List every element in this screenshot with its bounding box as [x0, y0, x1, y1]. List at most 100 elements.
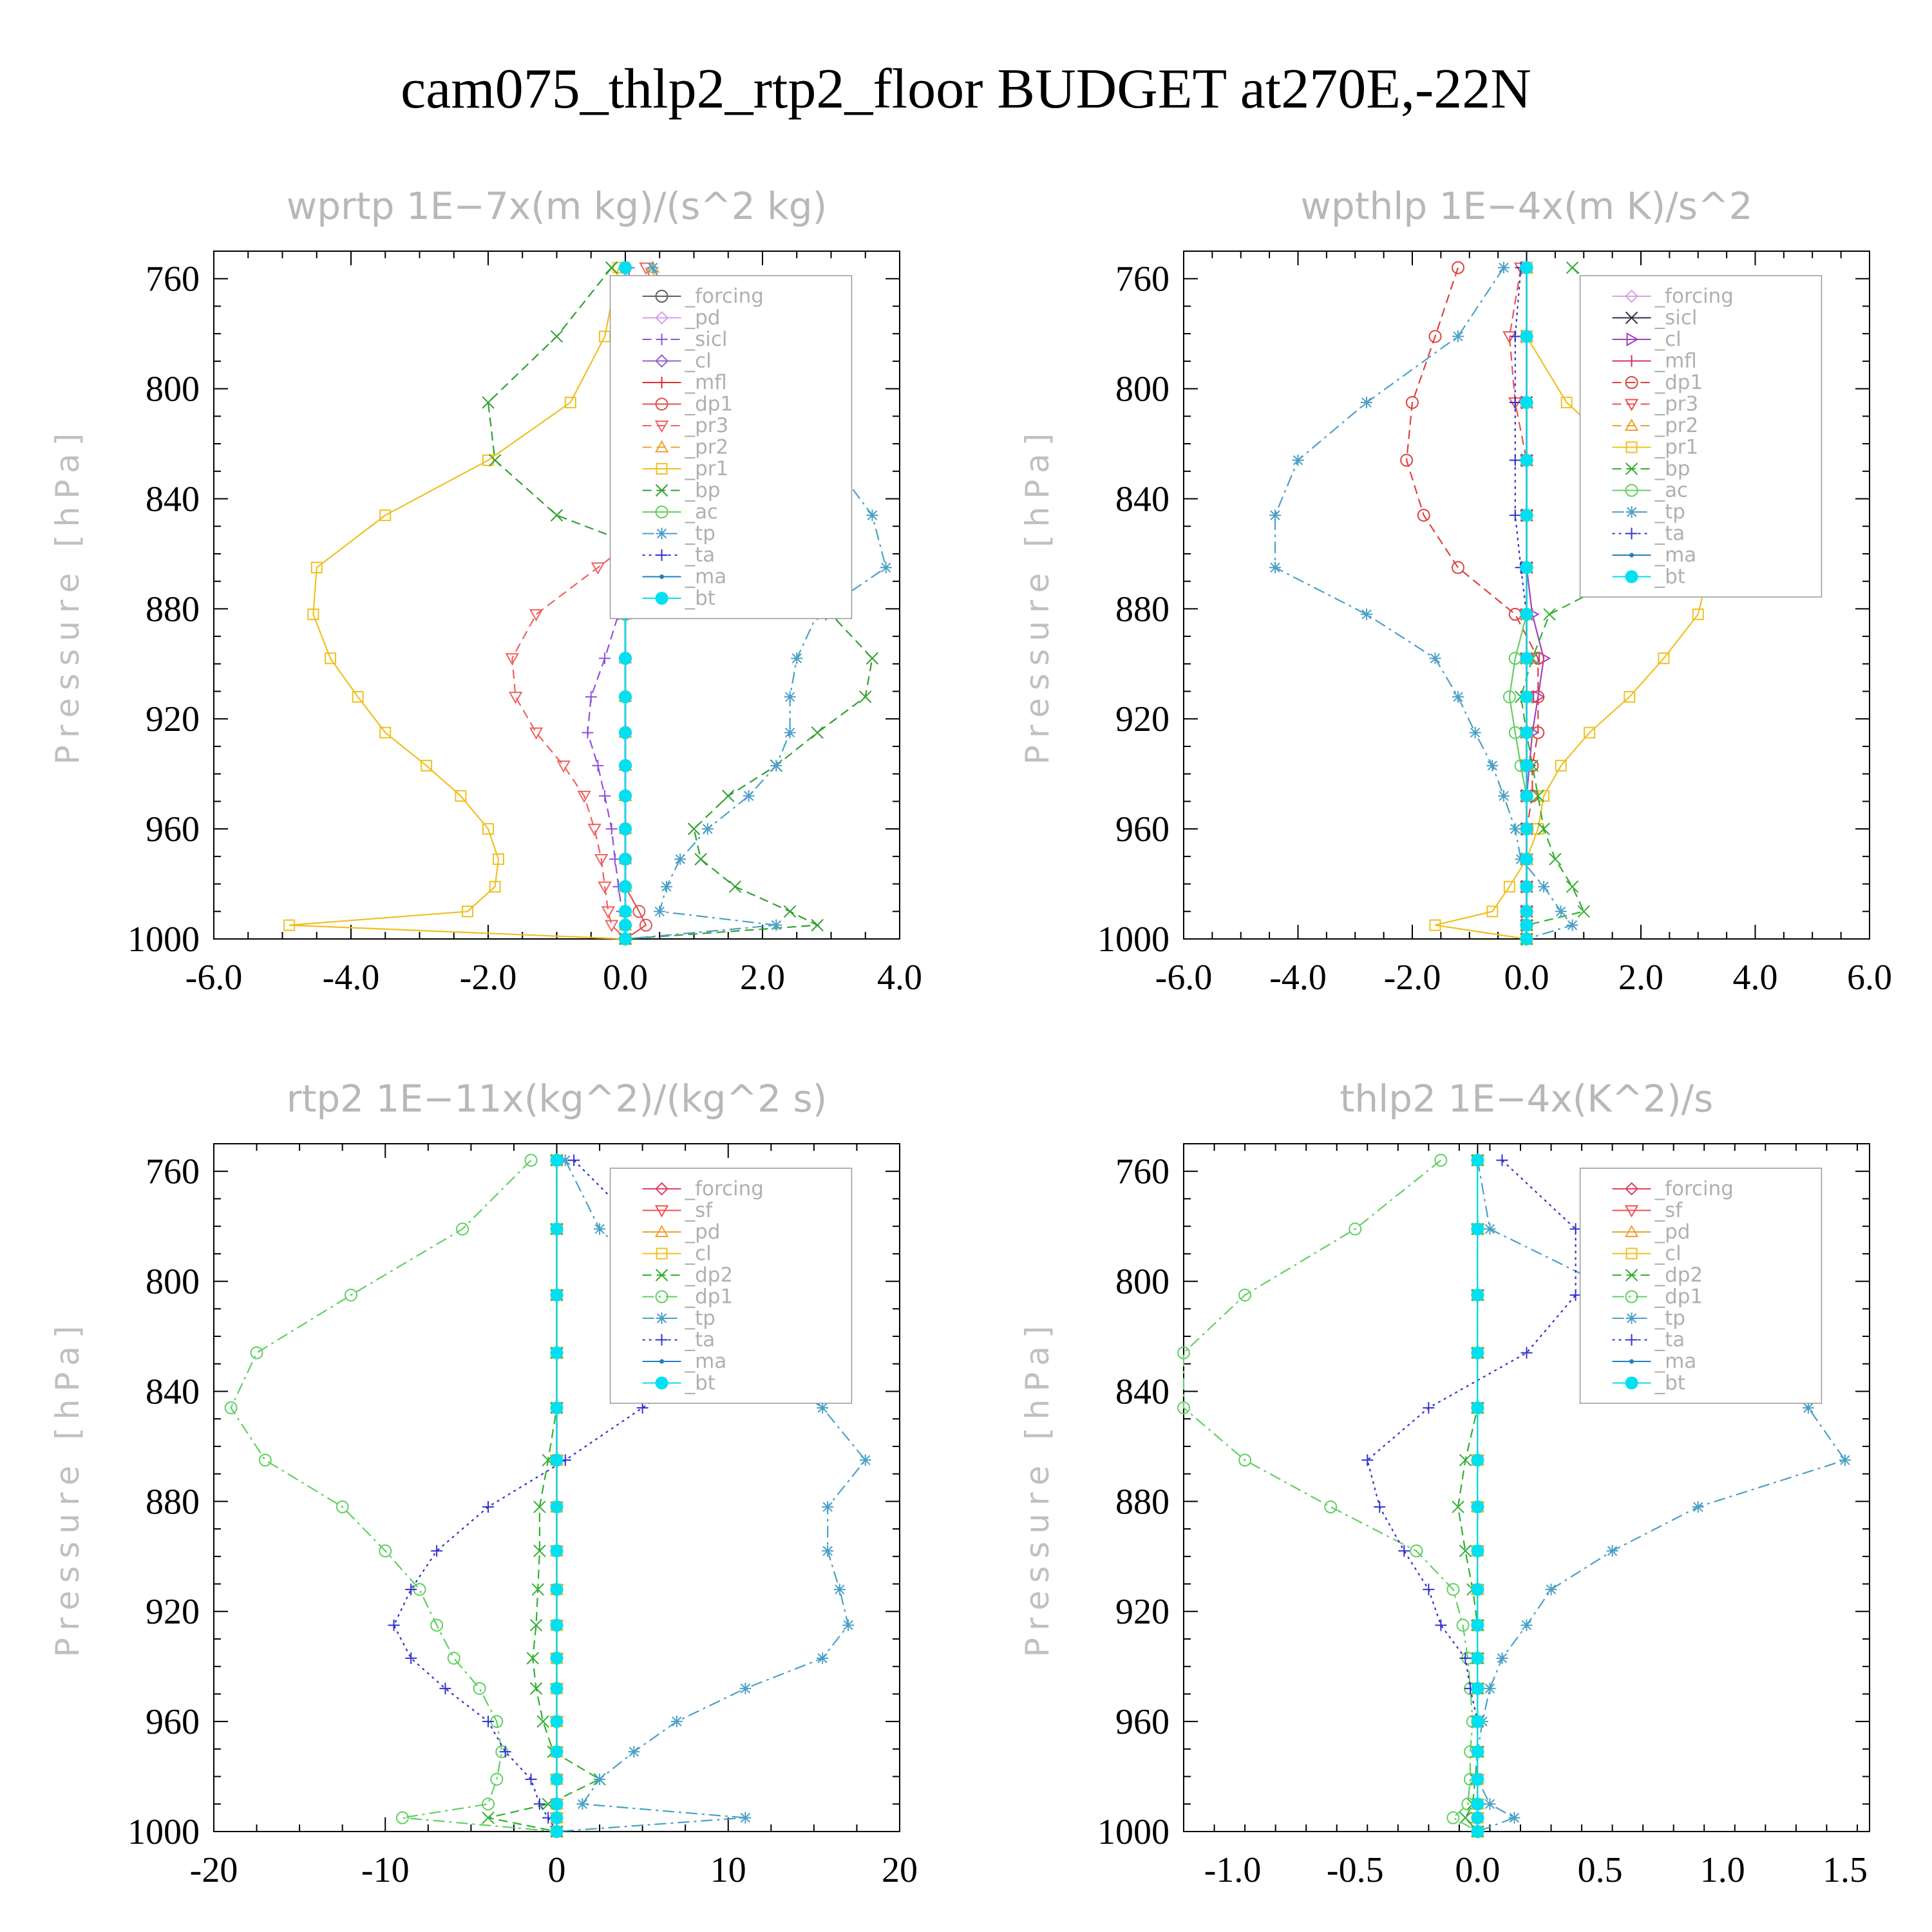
marker-triangle-down [591, 562, 605, 575]
marker-triangle-down [577, 790, 591, 803]
x-tick-label: 4.0 [1733, 958, 1778, 998]
marker-cross [1543, 608, 1556, 621]
marker-triangle-right [1626, 332, 1639, 346]
marker-filled-circle [1471, 1811, 1484, 1824]
marker-cross [866, 652, 879, 665]
marker-filled-circle [550, 1222, 564, 1236]
marker-square [656, 1247, 668, 1260]
marker-square [455, 790, 467, 802]
x-tick-label: -4.0 [1269, 958, 1327, 998]
panel-thlp2: thlp2 1E−4x(K^2)/s Pressure [hPa] 760 800 84… [1019, 1077, 1870, 1890]
marker-square [1658, 652, 1670, 665]
legend-label: _bp [1654, 457, 1690, 480]
marker-circle [224, 1401, 238, 1415]
marker-triangle-down [601, 906, 616, 919]
marker-square [492, 853, 504, 866]
marker-plus [1509, 396, 1521, 408]
marker-plus [599, 652, 611, 665]
marker-filled-circle [1520, 905, 1533, 918]
marker-asterisk [1508, 1812, 1520, 1824]
marker-square [1625, 1247, 1638, 1260]
legend-label: _dp1 [685, 393, 734, 416]
legend-label: _dp1 [1654, 371, 1703, 394]
marker-asterisk [739, 1812, 752, 1824]
x-tick-label: -2.0 [460, 958, 517, 998]
y-tick-label: 800 [1115, 1262, 1170, 1302]
marker-circle [430, 1618, 444, 1632]
marker-circle [482, 1797, 495, 1811]
marker-filled-circle [619, 918, 632, 932]
marker-filled-circle [1520, 789, 1533, 802]
marker-triangle-down [598, 881, 612, 894]
marker-asterisk [822, 1501, 834, 1513]
x-tick-label: 2.0 [740, 958, 785, 998]
marker-filled-circle [619, 726, 632, 739]
y-tick-label: 760 [146, 1152, 200, 1192]
series-line [1274, 267, 1574, 940]
marker-filled-circle [619, 690, 632, 704]
marker-circle [490, 1772, 504, 1786]
marker-circle [632, 905, 646, 918]
marker-square [1486, 905, 1499, 918]
marker-cross [1625, 1269, 1638, 1282]
marker-filled-circle [655, 1376, 668, 1390]
legend-label: _bt [685, 587, 715, 610]
marker-filled-circle [1471, 1222, 1484, 1236]
marker-filled-circle [1471, 1797, 1484, 1811]
marker-cross [533, 1501, 546, 1513]
series_dp1 [224, 1153, 564, 1838]
marker-filled-circle [1520, 395, 1533, 409]
marker-cross [1625, 462, 1638, 475]
marker-filled-circle [1520, 607, 1533, 621]
marker-circle [379, 1544, 392, 1558]
legend-label: _pr2 [1654, 414, 1699, 437]
marker-filled-circle [619, 822, 632, 836]
legend-label: _ma [1654, 1350, 1697, 1373]
marker-asterisk [1452, 330, 1464, 343]
y-axis-label: Pressure [hPa] [1019, 1318, 1056, 1658]
marker-dot [659, 1359, 665, 1364]
y-tick-label: 840 [146, 479, 200, 519]
legend-label: _cl [1654, 1242, 1681, 1265]
x-tick-label: -2.0 [1384, 958, 1441, 998]
x-tick-label: 1.5 [1823, 1850, 1868, 1890]
marker-cross [1566, 261, 1579, 274]
marker-circle [1177, 1346, 1190, 1359]
marker-triangle-up [1624, 1224, 1639, 1237]
marker-filled-circle [1471, 1288, 1484, 1302]
x-tick-label: -20 [190, 1850, 238, 1890]
marker-square [1503, 880, 1515, 893]
y-axis-label: Pressure [hPa] [49, 1318, 86, 1658]
marker-dot [1629, 1359, 1634, 1364]
marker-triangle-up [1624, 418, 1639, 431]
marker-asterisk [866, 509, 878, 522]
marker-triangle-down [587, 824, 601, 837]
marker-triangle-up [654, 1224, 669, 1237]
marker-circle [473, 1681, 486, 1695]
legend-label: _ac [685, 500, 719, 524]
y-tick-label: 920 [1115, 699, 1170, 739]
marker-asterisk [1496, 1652, 1508, 1664]
marker-filled-circle [1520, 759, 1533, 772]
y-tick-label: 760 [1115, 1152, 1170, 1192]
marker-circle [345, 1288, 357, 1302]
legend-label: _dp1 [685, 1285, 734, 1309]
marker-filled-circle [1471, 1618, 1484, 1632]
marker-plus [405, 1584, 417, 1596]
marker-plus [582, 726, 594, 739]
marker-circle [395, 1811, 409, 1824]
marker-circle [524, 1153, 538, 1167]
marker-triangle-down [1624, 399, 1639, 412]
marker-filled-circle [619, 880, 632, 893]
marker-asterisk [656, 527, 668, 540]
marker-asterisk [1452, 691, 1464, 703]
marker-circle [1625, 1290, 1638, 1303]
legend-box [1579, 1168, 1823, 1404]
y-tick-label: 960 [146, 810, 200, 849]
marker-square [1625, 441, 1638, 453]
legend-label: _pr2 [685, 436, 729, 459]
legend-label: _ma [685, 1350, 727, 1373]
marker-plus [1520, 1347, 1533, 1359]
marker-cross [488, 453, 502, 467]
marker-circle [1324, 1500, 1338, 1513]
